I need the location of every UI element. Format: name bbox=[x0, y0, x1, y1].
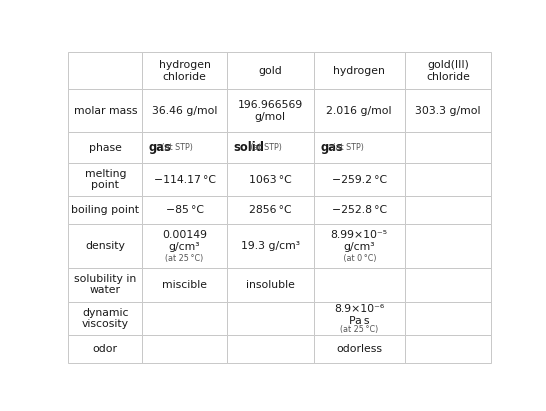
Bar bbox=[143, 302, 227, 335]
Text: (at 0 °C): (at 0 °C) bbox=[341, 254, 377, 263]
Bar bbox=[227, 196, 313, 224]
Bar bbox=[405, 53, 491, 89]
Bar bbox=[68, 224, 143, 268]
Text: miscible: miscible bbox=[162, 279, 207, 290]
Bar bbox=[143, 89, 227, 132]
Bar bbox=[313, 224, 405, 268]
Bar bbox=[227, 224, 313, 268]
Text: solid: solid bbox=[233, 141, 264, 154]
Text: −252.8 °C: −252.8 °C bbox=[331, 205, 387, 215]
Bar bbox=[143, 268, 227, 302]
Bar bbox=[313, 132, 405, 163]
Text: 196.966569
g/mol: 196.966569 g/mol bbox=[238, 100, 303, 122]
Text: 2856 °C: 2856 °C bbox=[249, 205, 292, 215]
Bar bbox=[313, 163, 405, 196]
Bar bbox=[405, 224, 491, 268]
Bar bbox=[313, 53, 405, 89]
Text: (at STP): (at STP) bbox=[330, 143, 364, 152]
Text: (at 25 °C): (at 25 °C) bbox=[340, 325, 378, 334]
Bar bbox=[143, 163, 227, 196]
Bar bbox=[143, 224, 227, 268]
Text: molar mass: molar mass bbox=[74, 106, 137, 116]
Bar bbox=[313, 89, 405, 132]
Bar bbox=[313, 196, 405, 224]
Bar bbox=[143, 132, 227, 163]
Bar bbox=[227, 132, 313, 163]
Text: −114.17 °C: −114.17 °C bbox=[153, 175, 216, 185]
Text: odor: odor bbox=[93, 344, 118, 354]
Text: gold(III)
chloride: gold(III) chloride bbox=[426, 60, 470, 81]
Text: −85 °C: −85 °C bbox=[165, 205, 204, 215]
Text: insoluble: insoluble bbox=[246, 279, 295, 290]
Text: 19.3 g/cm³: 19.3 g/cm³ bbox=[241, 241, 300, 251]
Bar bbox=[68, 163, 143, 196]
Bar bbox=[227, 89, 313, 132]
Text: 2.016 g/mol: 2.016 g/mol bbox=[327, 106, 392, 116]
Text: boiling point: boiling point bbox=[72, 205, 139, 215]
Text: gas: gas bbox=[320, 141, 343, 154]
Bar bbox=[405, 268, 491, 302]
Bar bbox=[227, 268, 313, 302]
Bar bbox=[405, 163, 491, 196]
Bar bbox=[68, 302, 143, 335]
Bar bbox=[405, 335, 491, 363]
Text: melting
point: melting point bbox=[85, 169, 126, 190]
Text: hydrogen: hydrogen bbox=[333, 66, 385, 76]
Bar bbox=[227, 302, 313, 335]
Bar bbox=[68, 196, 143, 224]
Bar bbox=[405, 132, 491, 163]
Bar bbox=[313, 335, 405, 363]
Text: −259.2 °C: −259.2 °C bbox=[331, 175, 387, 185]
Text: 36.46 g/mol: 36.46 g/mol bbox=[152, 106, 217, 116]
Text: dynamic
viscosity: dynamic viscosity bbox=[82, 308, 129, 329]
Bar bbox=[227, 335, 313, 363]
Bar bbox=[313, 302, 405, 335]
Bar bbox=[68, 132, 143, 163]
Bar bbox=[68, 53, 143, 89]
Text: 8.9×10⁻⁶
Pa s: 8.9×10⁻⁶ Pa s bbox=[334, 304, 384, 326]
Text: 303.3 g/mol: 303.3 g/mol bbox=[416, 106, 481, 116]
Bar bbox=[313, 268, 405, 302]
Text: (at STP): (at STP) bbox=[159, 143, 193, 152]
Text: solubility in
water: solubility in water bbox=[74, 274, 136, 296]
Bar bbox=[405, 89, 491, 132]
Bar bbox=[143, 196, 227, 224]
Text: density: density bbox=[85, 241, 125, 251]
Text: (at STP): (at STP) bbox=[248, 143, 282, 152]
Bar bbox=[405, 302, 491, 335]
Text: phase: phase bbox=[89, 143, 122, 153]
Bar bbox=[143, 53, 227, 89]
Text: odorless: odorless bbox=[336, 344, 382, 354]
Text: (at 25 °C): (at 25 °C) bbox=[165, 254, 204, 263]
Bar bbox=[68, 89, 143, 132]
Text: hydrogen
chloride: hydrogen chloride bbox=[159, 60, 211, 81]
Bar bbox=[227, 53, 313, 89]
Text: 8.99×10⁻⁵
g/cm³: 8.99×10⁻⁵ g/cm³ bbox=[331, 230, 388, 252]
Bar bbox=[68, 268, 143, 302]
Text: gas: gas bbox=[149, 141, 171, 154]
Text: 0.00149
g/cm³: 0.00149 g/cm³ bbox=[162, 230, 207, 252]
Bar bbox=[405, 196, 491, 224]
Text: 1063 °C: 1063 °C bbox=[249, 175, 292, 185]
Bar bbox=[227, 163, 313, 196]
Bar bbox=[143, 335, 227, 363]
Bar bbox=[68, 335, 143, 363]
Text: gold: gold bbox=[258, 66, 282, 76]
